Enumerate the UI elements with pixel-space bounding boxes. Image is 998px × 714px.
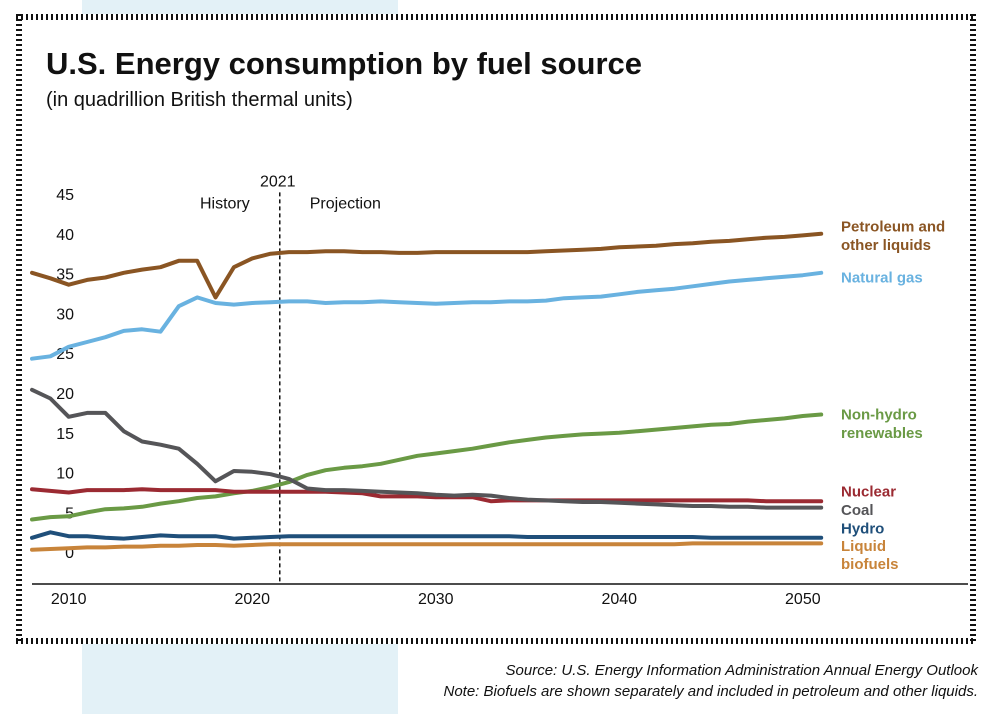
series-line-non-hydro-renewables [30,412,824,522]
series-line-hydro [30,530,824,541]
source-note: Source: U.S. Energy Information Administ… [505,662,978,679]
x-tick-label-2020: 2020 [234,591,270,608]
x-tick-label-2010: 2010 [51,591,87,608]
biofuel-note: Note: Biofuels are shown separately and … [443,683,979,700]
series-line-nuclear [30,487,824,504]
series-label-coal-1: Coal [841,502,874,519]
chart-subtitle: (in quadrillion British thermal units) [46,89,353,111]
frame-edge-bottom [16,638,976,644]
series-line-petroleum-and-other-liquids [30,231,824,300]
y-tick-label-30: 30 [56,306,74,323]
x-tick-label-2050: 2050 [785,591,821,608]
series-label-non-hydro-renewables-1: Non-hydro [841,406,917,423]
projection-label: Projection [310,195,381,212]
chart-frame: U.S. Energy consumption by fuel source (… [16,14,976,644]
series-line-coal [30,387,824,510]
frame-edge-right [970,14,976,644]
y-tick-label-40: 40 [56,227,74,244]
y-tick-label-5: 5 [65,505,74,522]
x-tick-label-2030: 2030 [418,591,454,608]
series-label-nuclear-1: Nuclear [841,484,896,501]
frame-edge-top [16,14,976,20]
x-tick-label-2040: 2040 [601,591,637,608]
y-tick-label-0: 0 [65,545,74,562]
y-tick-label-20: 20 [56,386,74,403]
series-label-natural-gas-1: Natural gas [841,270,923,287]
y-tick-label-10: 10 [56,466,74,483]
history-label: History [200,195,250,212]
divider-year-label: 2021 [260,174,296,191]
y-tick-label-35: 35 [56,267,74,284]
y-tick-label-45: 45 [56,187,74,204]
footnotes: Source: U.S. Energy Information Administ… [444,660,979,702]
series-line-liquid-biofuels [30,541,824,552]
series-label-petroleum-and-other-liquids-2: other liquids [841,237,931,254]
series-label-hydro-1: Hydro [841,520,884,537]
frame-edge-left [16,14,22,644]
y-tick-label-15: 15 [56,426,74,443]
series-label-petroleum-and-other-liquids-1: Petroleum and [841,219,945,236]
series-line-natural-gas [30,270,824,361]
series-label-liquid-biofuels-1: Liquid [841,538,886,555]
series-label-non-hydro-renewables-2: renewables [841,425,923,442]
chart-title: U.S. Energy consumption by fuel source [46,46,642,81]
series-label-liquid-biofuels-2: biofuels [841,556,899,573]
